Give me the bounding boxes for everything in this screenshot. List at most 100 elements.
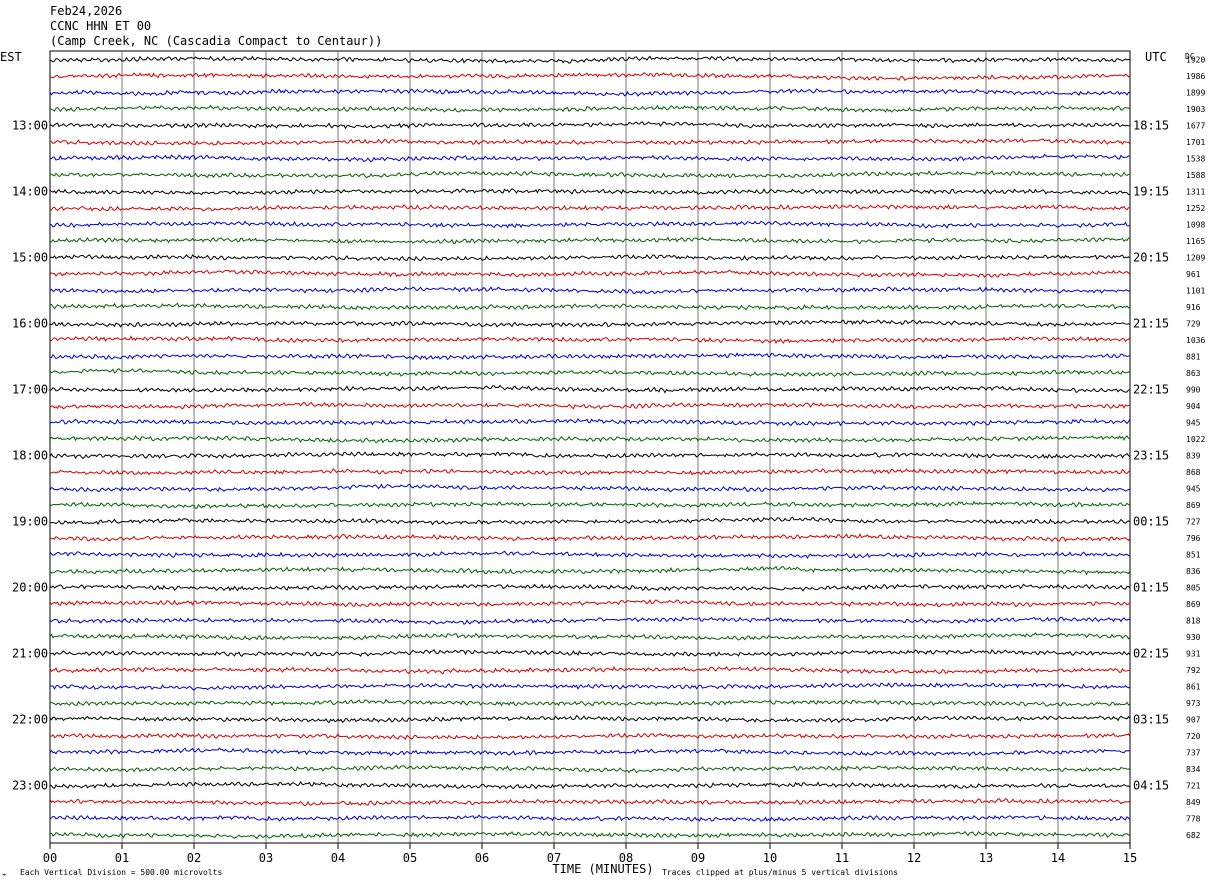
dc-offset-label: 1098 [1186, 221, 1205, 230]
dc-offset-label: 796 [1186, 534, 1201, 543]
seismic-trace-8 [49, 169, 1131, 179]
dc-offset-label: 1903 [1186, 105, 1205, 114]
seismic-trace-17 [49, 319, 1131, 328]
location-label: (Camp Creek, NC (Cascadia Compact to Cen… [50, 34, 382, 48]
seismic-trace-4 [49, 104, 1131, 113]
right-timezone-label: UTC [1145, 50, 1167, 64]
dc-offset-label: 907 [1186, 716, 1201, 725]
x-tick-label: 00 [43, 851, 57, 865]
dc-offset-label: 1899 [1186, 89, 1205, 98]
seismic-trace-1 [49, 55, 1131, 64]
seismic-trace-23 [49, 417, 1131, 427]
dc-offset-label: 1677 [1186, 122, 1205, 131]
dc-offset-labels: 1920 1986 1899 1903 1677 1701 1538 1588 1311 1252… [1186, 56, 1205, 841]
x-tick-label: 03 [259, 851, 273, 865]
right-hour-labels: 18:15 19:15 20:15 21:15 22:15 23:15 00:15 01:15… [1133, 119, 1169, 793]
left-hour-label: 22:00 [12, 713, 48, 727]
x-tick-label: 15 [1123, 851, 1137, 865]
right-hour-label: 23:15 [1133, 449, 1169, 463]
dc-offset-label: 1101 [1186, 287, 1205, 296]
dc-offset-label: 818 [1186, 617, 1201, 626]
left-hour-label: 23:00 [12, 779, 48, 793]
dc-header-label: DC [1185, 52, 1195, 61]
dc-offset-label: 721 [1186, 782, 1201, 791]
dc-offset-label: 792 [1186, 666, 1201, 675]
dc-offset-label: 851 [1186, 551, 1201, 560]
right-hour-label: 22:15 [1133, 383, 1169, 397]
dc-offset-label: 729 [1186, 320, 1201, 329]
seismic-trace-30 [49, 533, 1131, 543]
right-hour-label: 01:15 [1133, 581, 1169, 595]
dc-offset-label: 869 [1186, 501, 1201, 510]
minute-gridlines [121, 51, 1059, 843]
plot-frame [49, 50, 1131, 844]
seismic-trace-38 [49, 665, 1131, 675]
seismic-trace-42 [49, 732, 1131, 740]
dc-offset-label: 945 [1186, 485, 1201, 494]
dc-offset-label: 1036 [1186, 336, 1205, 345]
left-timezone-label: EST [0, 50, 22, 64]
clip-note: Traces clipped at plus/minus 5 vertical … [662, 868, 898, 877]
trace-group [49, 55, 1131, 840]
x-tick-label: 08 [619, 851, 633, 865]
seismic-trace-16 [49, 302, 1131, 311]
seismic-trace-24 [49, 435, 1131, 444]
seismic-trace-47 [49, 814, 1131, 823]
seismic-trace-28 [49, 500, 1131, 509]
seismic-trace-5 [49, 121, 1131, 130]
x-tick-label: 09 [691, 851, 705, 865]
seismic-trace-3 [49, 88, 1131, 97]
dc-offset-label: 849 [1186, 798, 1201, 807]
right-hour-label: 00:15 [1133, 515, 1169, 529]
dc-offset-label: 720 [1186, 732, 1201, 741]
dc-offset-label: 805 [1186, 584, 1201, 593]
dc-offset-label: 727 [1186, 518, 1201, 527]
dc-offset-label: 904 [1186, 402, 1201, 411]
left-hour-label: 18:00 [12, 449, 48, 463]
seismic-trace-22 [49, 401, 1131, 410]
dc-offset-label: 1588 [1186, 171, 1205, 180]
seismic-trace-9 [49, 188, 1131, 196]
dc-offset-label: 682 [1186, 831, 1201, 840]
x-axis-title: TIME (MINUTES) [552, 862, 653, 876]
dc-offset-label: 778 [1186, 815, 1201, 824]
seismic-trace-29 [49, 516, 1131, 526]
dc-offset-label: 869 [1186, 600, 1201, 609]
seismic-trace-36 [49, 632, 1131, 641]
dc-offset-label: 1311 [1186, 188, 1205, 197]
x-axis-ticks: 00 01 02 03 04 05 06 07 08 09 10 11 12 13 14 15 [43, 843, 1137, 865]
dc-offset-label: 1165 [1186, 237, 1205, 246]
seismic-trace-2 [49, 72, 1131, 81]
seismic-trace-13 [49, 253, 1131, 262]
dc-offset-label: 1920 [1186, 56, 1205, 65]
x-tick-label: 10 [763, 851, 777, 865]
x-tick-label: 14 [1051, 851, 1065, 865]
dc-offset-label: 868 [1186, 468, 1201, 477]
right-hour-label: 18:15 [1133, 119, 1169, 133]
right-hour-label: 02:15 [1133, 647, 1169, 661]
dc-offset-label: 737 [1186, 749, 1201, 758]
right-hour-label: 19:15 [1133, 185, 1169, 199]
left-hour-label: 20:00 [12, 581, 48, 595]
dc-offset-label: 1986 [1186, 72, 1205, 81]
left-hour-label: 19:00 [12, 515, 48, 529]
dc-offset-label: 930 [1186, 633, 1201, 642]
dc-offset-label: 863 [1186, 369, 1201, 378]
seismic-trace-35 [49, 616, 1131, 625]
right-hour-label: 20:15 [1133, 251, 1169, 265]
dc-offset-label: 834 [1186, 765, 1201, 774]
dc-offset-label: 945 [1186, 419, 1201, 428]
seismic-trace-26 [49, 468, 1131, 476]
x-tick-label: 04 [331, 851, 345, 865]
dc-offset-label: 881 [1186, 353, 1201, 362]
left-hour-label: 21:00 [12, 647, 48, 661]
left-hour-labels: 13:00 14:00 15:00 16:00 17:00 18:00 19:00 20:00… [12, 119, 48, 793]
seismic-trace-33 [49, 583, 1131, 592]
dc-offset-label: 1252 [1186, 204, 1205, 213]
x-tick-label: 12 [907, 851, 921, 865]
x-tick-label: 02 [187, 851, 201, 865]
seismic-trace-20 [49, 368, 1131, 378]
dc-offset-label: 836 [1186, 567, 1201, 576]
left-hour-label: 13:00 [12, 119, 48, 133]
